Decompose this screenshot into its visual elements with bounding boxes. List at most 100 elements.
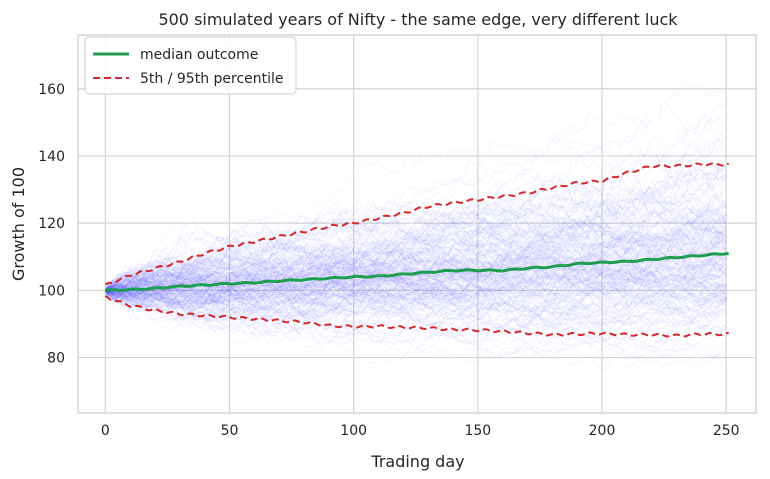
- series-layer: [104, 162, 730, 338]
- simulated-path: [105, 230, 727, 304]
- simulated-path: [105, 191, 727, 296]
- simulated-path: [104, 266, 727, 317]
- simulated-path: [104, 242, 727, 291]
- simulated-path: [105, 162, 727, 302]
- simulated-path: [104, 251, 727, 305]
- simulated-path: [104, 290, 727, 367]
- simulated-path: [105, 289, 727, 322]
- simulated-path: [105, 146, 727, 296]
- simulated-path: [104, 254, 727, 304]
- simulated-path: [105, 252, 727, 325]
- simulated-path: [105, 276, 727, 330]
- x-tick-label: 200: [589, 423, 616, 439]
- legend: median outcome 5th / 95th percentile: [84, 36, 297, 95]
- simulated-path: [104, 267, 727, 323]
- simulated-path: [104, 202, 727, 307]
- simulated-path: [105, 232, 727, 315]
- simulated-path: [104, 214, 727, 298]
- simulated-path: [104, 216, 727, 298]
- simulated-path: [105, 288, 727, 340]
- simulated-path: [104, 203, 727, 296]
- simulated-path: [105, 249, 727, 329]
- simulated-path: [105, 197, 727, 309]
- y-tick-label: 160: [38, 82, 65, 98]
- simulated-path: [105, 245, 727, 311]
- simulated-path: [104, 224, 727, 310]
- simulated-path: [105, 199, 727, 305]
- simulated-path: [104, 251, 727, 293]
- simulated-path: [105, 232, 727, 307]
- simulated-path: [104, 241, 727, 318]
- simulated-path: [105, 239, 727, 321]
- simulated-path: [104, 266, 727, 302]
- simulated-path: [105, 278, 727, 333]
- simulated-path: [104, 181, 727, 301]
- simulated-path: [105, 220, 727, 296]
- simulated-path: [105, 214, 727, 316]
- simulated-path: [104, 185, 727, 291]
- simulated-path: [104, 261, 727, 360]
- simulated-path: [105, 204, 727, 313]
- simulated-path: [104, 266, 727, 314]
- simulated-path: [105, 216, 727, 321]
- simulated-path: [105, 283, 727, 359]
- simulated-path: [104, 283, 727, 360]
- simulated-path: [105, 225, 727, 327]
- simulated-path: [104, 215, 727, 310]
- simulated-path: [105, 142, 727, 296]
- simulated-path: [104, 283, 727, 345]
- simulated-path: [104, 261, 727, 334]
- simulated-path: [105, 258, 727, 306]
- simulated-path: [104, 255, 727, 334]
- percentile-95-line: [104, 162, 730, 286]
- simulated-paths: [104, 80, 727, 372]
- simulated-path: [105, 250, 727, 329]
- simulated-path: [105, 224, 727, 295]
- simulated-path: [105, 205, 727, 293]
- simulated-path: [104, 259, 727, 317]
- simulated-path: [105, 232, 727, 304]
- simulated-path: [105, 255, 727, 312]
- simulated-path: [104, 198, 727, 304]
- simulated-path: [104, 245, 727, 297]
- simulated-path: [105, 275, 727, 326]
- x-tick-label: 100: [340, 423, 367, 439]
- simulated-path: [104, 237, 727, 326]
- simulated-path: [104, 103, 727, 291]
- simulated-path: [104, 80, 727, 300]
- simulated-path: [104, 284, 727, 364]
- simulated-path: [104, 210, 727, 293]
- simulated-path: [104, 258, 727, 308]
- simulated-path: [104, 274, 727, 337]
- simulated-path: [104, 217, 727, 295]
- simulated-path: [105, 237, 727, 322]
- simulated-path: [104, 195, 727, 291]
- simulated-path: [104, 259, 727, 314]
- simulated-path: [104, 250, 727, 301]
- simulated-path: [104, 255, 727, 301]
- simulated-path: [105, 239, 727, 301]
- simulated-path: [104, 288, 727, 345]
- simulated-path: [105, 201, 727, 297]
- simulated-path: [104, 170, 727, 307]
- simulated-path: [104, 267, 727, 328]
- simulated-path: [104, 205, 727, 315]
- simulated-path: [104, 262, 727, 311]
- simulated-path: [104, 172, 727, 295]
- simulated-path: [104, 219, 727, 292]
- simulated-path: [104, 169, 727, 318]
- simulated-path: [104, 290, 727, 332]
- simulated-path: [105, 199, 727, 291]
- simulated-path: [104, 223, 727, 321]
- simulated-path: [105, 193, 727, 296]
- simulated-path: [105, 267, 727, 318]
- simulated-path: [105, 211, 727, 301]
- simulated-path: [105, 261, 727, 300]
- simulated-path: [104, 163, 727, 302]
- simulated-path: [105, 269, 727, 333]
- x-axis-label: Trading day: [370, 452, 464, 471]
- simulated-path: [105, 289, 727, 357]
- simulated-path: [105, 220, 727, 323]
- simulated-path: [105, 208, 727, 307]
